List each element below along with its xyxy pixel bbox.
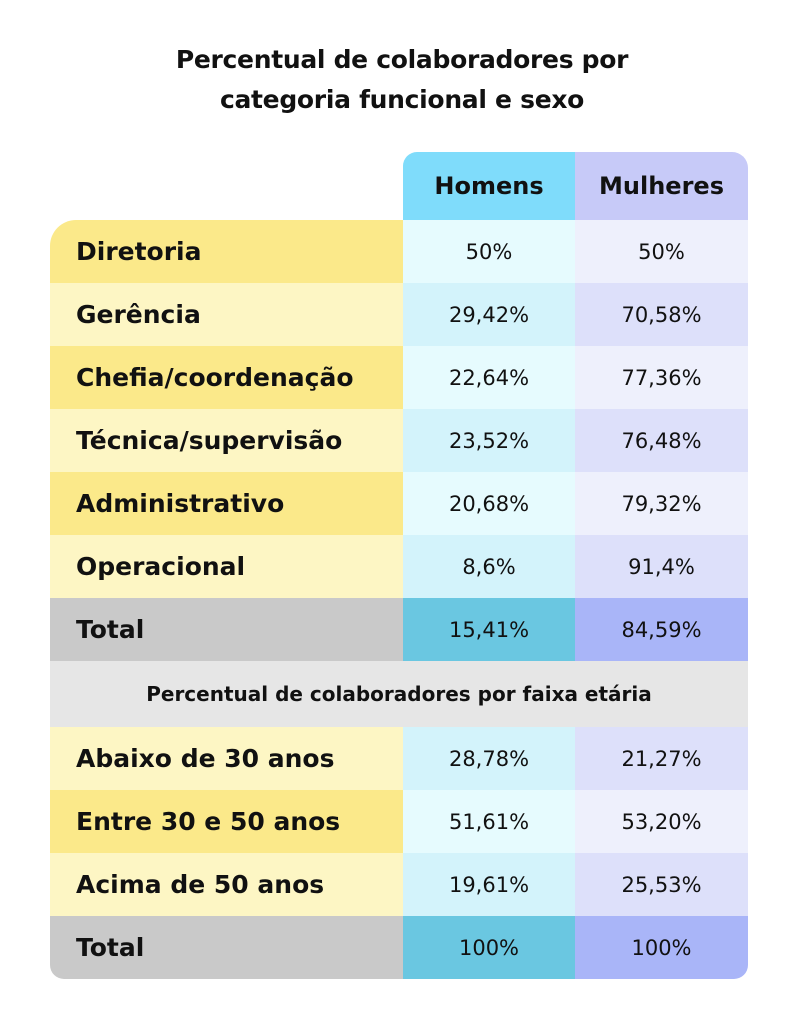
total-row: Total 15,41% 84,59% [50,598,748,661]
value-mulheres: 79,32% [575,472,748,535]
table-row: Abaixo de 30 anos 28,78% 21,27% [50,727,748,790]
value-homens: 20,68% [403,472,575,535]
table-row: Gerência 29,42% 70,58% [50,283,748,346]
row-label: Chefia/coordenação [50,346,403,409]
row-label: Gerência [50,283,403,346]
header-homens: Homens [403,152,575,220]
data-table: Homens Mulheres Diretoria 50% 50% Gerênc… [50,152,748,979]
total-label: Total [50,598,403,661]
value-homens: 19,61% [403,853,575,916]
table-row: Técnica/supervisão 23,52% 76,48% [50,409,748,472]
row-label: Operacional [50,535,403,598]
value-homens: 29,42% [403,283,575,346]
value-mulheres: 50% [575,220,748,283]
total-label: Total [50,916,403,979]
value-mulheres: 91,4% [575,535,748,598]
page-title: Percentual de colaboradores por categori… [0,40,804,120]
value-homens: 8,6% [403,535,575,598]
row-label: Administrativo [50,472,403,535]
total-homens: 15,41% [403,598,575,661]
value-mulheres: 25,53% [575,853,748,916]
total-row: Total 100% 100% [50,916,748,979]
section-title-faixa-etaria: Percentual de colaboradores por faixa et… [50,661,748,727]
row-label: Entre 30 e 50 anos [50,790,403,853]
value-homens: 22,64% [403,346,575,409]
row-label: Acima de 50 anos [50,853,403,916]
total-mulheres: 84,59% [575,598,748,661]
value-homens: 28,78% [403,727,575,790]
value-mulheres: 77,36% [575,346,748,409]
row-label: Diretoria [50,220,403,283]
title-line-2: categoria funcional e sexo [0,80,804,120]
table-row: Administrativo 20,68% 79,32% [50,472,748,535]
value-mulheres: 76,48% [575,409,748,472]
table-row: Entre 30 e 50 anos 51,61% 53,20% [50,790,748,853]
row-label: Abaixo de 30 anos [50,727,403,790]
value-homens: 51,61% [403,790,575,853]
title-line-1: Percentual de colaboradores por [0,40,804,80]
table-row: Acima de 50 anos 19,61% 25,53% [50,853,748,916]
total-homens: 100% [403,916,575,979]
value-mulheres: 21,27% [575,727,748,790]
table-row: Operacional 8,6% 91,4% [50,535,748,598]
table-row: Diretoria 50% 50% [50,220,748,283]
value-homens: 50% [403,220,575,283]
header-row: Homens Mulheres [50,152,748,220]
value-homens: 23,52% [403,409,575,472]
row-label: Técnica/supervisão [50,409,403,472]
total-mulheres: 100% [575,916,748,979]
value-mulheres: 70,58% [575,283,748,346]
header-mulheres: Mulheres [575,152,748,220]
table-row: Chefia/coordenação 22,64% 77,36% [50,346,748,409]
value-mulheres: 53,20% [575,790,748,853]
